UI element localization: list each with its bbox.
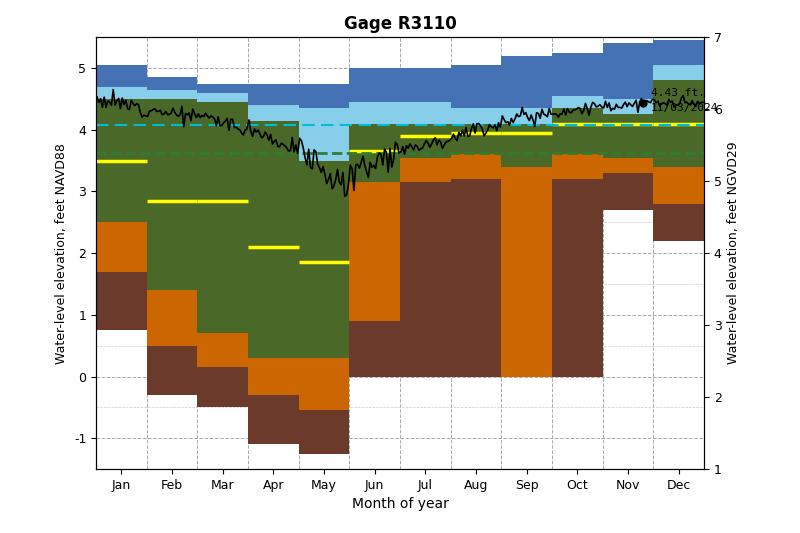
Bar [198,102,248,333]
Bar [400,102,450,124]
Bar [450,155,502,179]
Bar [298,84,350,108]
Bar [602,158,654,173]
Bar [146,90,198,99]
Bar [146,346,198,395]
Bar [654,41,704,65]
Bar [298,410,350,454]
Bar [96,222,146,272]
Bar [198,84,248,93]
Bar [350,102,400,124]
Bar [552,96,602,108]
Bar [602,115,654,158]
Bar [248,105,298,120]
Bar [350,182,400,321]
Bar [552,53,602,96]
Text: 11/03/2024: 11/03/2024 [651,103,718,114]
Bar [654,65,704,80]
Bar [96,87,146,99]
Bar [552,155,602,179]
Bar [502,124,552,167]
Bar [248,358,298,395]
Bar [198,93,248,102]
Bar [96,272,146,330]
Bar [400,182,450,376]
Bar [450,124,502,155]
Bar [350,321,400,376]
Bar [248,84,298,105]
Bar [350,68,400,102]
Bar [450,65,502,108]
X-axis label: Month of year: Month of year [351,497,449,511]
Bar [602,99,654,115]
Bar [502,56,552,108]
Bar [450,108,502,124]
Bar [298,108,350,160]
Bar [450,179,502,376]
Bar [602,173,654,210]
Title: Gage R3110: Gage R3110 [344,15,456,33]
Bar [654,167,704,204]
Bar [400,68,450,102]
Bar [146,290,198,346]
Bar [198,333,248,367]
Bar [654,80,704,167]
Bar [400,158,450,182]
Bar [198,367,248,407]
Bar [298,160,350,358]
Bar [552,108,602,155]
Text: 4.43 ft.: 4.43 ft. [651,88,705,98]
Bar [502,108,552,124]
Y-axis label: Water-level elevation, feet NAVD88: Water-level elevation, feet NAVD88 [55,143,68,364]
Bar [552,179,602,376]
Bar [502,167,552,376]
Bar [248,120,298,358]
Bar [602,44,654,99]
Bar [350,124,400,182]
Bar [146,99,198,290]
Bar [654,204,704,241]
Bar [248,395,298,445]
Bar [298,358,350,410]
Bar [96,99,146,222]
Bar [400,124,450,158]
Bar [146,77,198,90]
Bar [96,65,146,87]
Y-axis label: Water-level elevation, feet NGVD29: Water-level elevation, feet NGVD29 [727,142,740,365]
